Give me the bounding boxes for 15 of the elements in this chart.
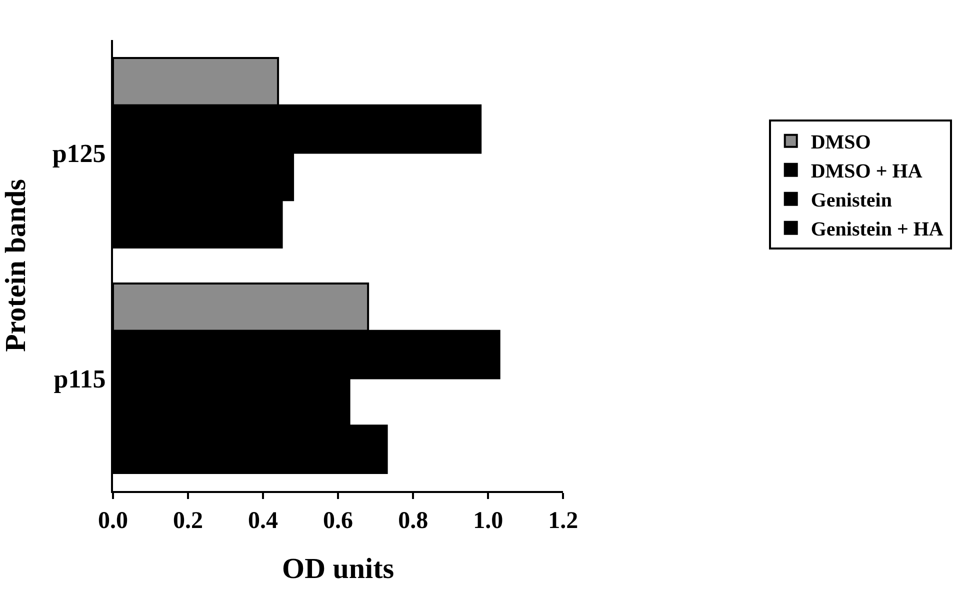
legend-label: DMSO + HA: [810, 160, 923, 183]
x-tick-label: 1.0: [473, 508, 504, 534]
y-tick-label: p125: [52, 138, 106, 168]
x-tick-label: 0.6: [323, 508, 354, 534]
x-tick-label: 1.2: [548, 508, 578, 534]
x-tick-label: 0.0: [98, 508, 128, 534]
y-tick-label: p115: [54, 364, 106, 394]
x-tick-label: 0.2: [173, 508, 204, 534]
legend-label: DMSO: [810, 132, 871, 154]
x-tick-label: 0.4: [248, 508, 278, 534]
x-tick-label: 0.8: [398, 508, 428, 534]
x-axis-title: OD units: [282, 553, 394, 586]
y-axis-title: Protein bands: [0, 179, 32, 352]
legend-label: Genistein: [810, 190, 892, 212]
legend-label: Genistein + HA: [810, 218, 944, 241]
